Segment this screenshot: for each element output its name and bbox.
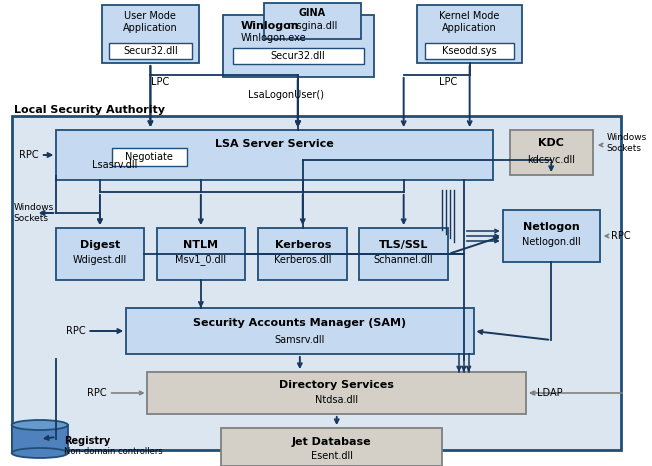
FancyBboxPatch shape: [126, 308, 473, 354]
FancyBboxPatch shape: [12, 116, 621, 450]
FancyBboxPatch shape: [12, 425, 68, 453]
Text: TLS/SSL: TLS/SSL: [379, 240, 428, 250]
Text: Netlogon.dll: Netlogon.dll: [522, 237, 580, 247]
Text: LSA Server Service: LSA Server Service: [215, 139, 334, 149]
Text: Esent.dll: Esent.dll: [311, 451, 353, 461]
FancyBboxPatch shape: [102, 5, 199, 63]
FancyBboxPatch shape: [359, 228, 449, 280]
Text: Kseodd.sys: Kseodd.sys: [442, 46, 497, 56]
Text: RPC: RPC: [87, 388, 107, 398]
Text: Non-domain controllers: Non-domain controllers: [64, 446, 163, 455]
FancyBboxPatch shape: [223, 15, 374, 77]
Text: RPC: RPC: [66, 326, 85, 336]
Text: Windows
Sockets: Windows Sockets: [14, 203, 54, 223]
Text: Netlogon: Netlogon: [523, 222, 580, 232]
Text: KDC: KDC: [539, 138, 564, 148]
FancyBboxPatch shape: [417, 5, 522, 63]
Text: LPC: LPC: [151, 77, 170, 87]
Text: Samsrv.dll: Samsrv.dll: [274, 335, 325, 345]
FancyBboxPatch shape: [503, 210, 600, 262]
Text: Kerberos.dll: Kerberos.dll: [274, 255, 331, 265]
FancyBboxPatch shape: [56, 228, 143, 280]
Text: RPC: RPC: [612, 231, 631, 241]
Text: LsaLogonUser(): LsaLogonUser(): [248, 90, 324, 100]
Text: Secur32.dll: Secur32.dll: [123, 46, 178, 56]
Text: RPC: RPC: [20, 150, 39, 160]
Text: LPC: LPC: [439, 77, 458, 87]
FancyBboxPatch shape: [233, 48, 364, 64]
Text: Local Security Authority: Local Security Authority: [14, 105, 164, 115]
FancyBboxPatch shape: [109, 43, 192, 59]
Text: LDAP: LDAP: [537, 388, 562, 398]
Text: Secur32.dll: Secur32.dll: [271, 51, 325, 61]
FancyBboxPatch shape: [147, 372, 526, 414]
Text: Directory Services: Directory Services: [279, 380, 394, 390]
FancyBboxPatch shape: [157, 228, 244, 280]
Text: Registry: Registry: [64, 436, 110, 446]
Text: Ntdsa.dll: Ntdsa.dll: [315, 395, 359, 405]
Text: Winlogon.exe: Winlogon.exe: [241, 33, 306, 43]
Text: Negotiate: Negotiate: [125, 152, 173, 162]
Text: Kerberos: Kerberos: [274, 240, 331, 250]
Text: Lsasrv.dll: Lsasrv.dll: [92, 160, 137, 170]
Ellipse shape: [12, 420, 68, 430]
Text: Security Accounts Manager (SAM): Security Accounts Manager (SAM): [193, 318, 406, 328]
Text: Windows
Sockets: Windows Sockets: [606, 133, 647, 153]
FancyBboxPatch shape: [221, 428, 443, 466]
Text: Wdigest.dll: Wdigest.dll: [73, 255, 127, 265]
Text: Jet Database: Jet Database: [292, 437, 372, 447]
FancyBboxPatch shape: [425, 43, 514, 59]
Text: Msv1_0.dll: Msv1_0.dll: [175, 254, 226, 266]
Text: NTLM: NTLM: [183, 240, 218, 250]
Text: kdcsvc.dll: kdcsvc.dll: [527, 155, 575, 165]
Text: GINA: GINA: [299, 8, 326, 18]
Text: Winlogon: Winlogon: [241, 21, 299, 31]
Text: msgina.dll: msgina.dll: [288, 21, 338, 31]
FancyBboxPatch shape: [111, 148, 187, 166]
Text: User Mode
Application: User Mode Application: [123, 11, 178, 33]
FancyBboxPatch shape: [511, 130, 593, 175]
Text: Schannel.dll: Schannel.dll: [374, 255, 434, 265]
FancyBboxPatch shape: [258, 228, 348, 280]
Text: Digest: Digest: [80, 240, 120, 250]
FancyBboxPatch shape: [264, 3, 361, 39]
Text: Kernel Mode
Application: Kernel Mode Application: [439, 11, 500, 33]
FancyBboxPatch shape: [56, 130, 493, 180]
Ellipse shape: [12, 448, 68, 458]
